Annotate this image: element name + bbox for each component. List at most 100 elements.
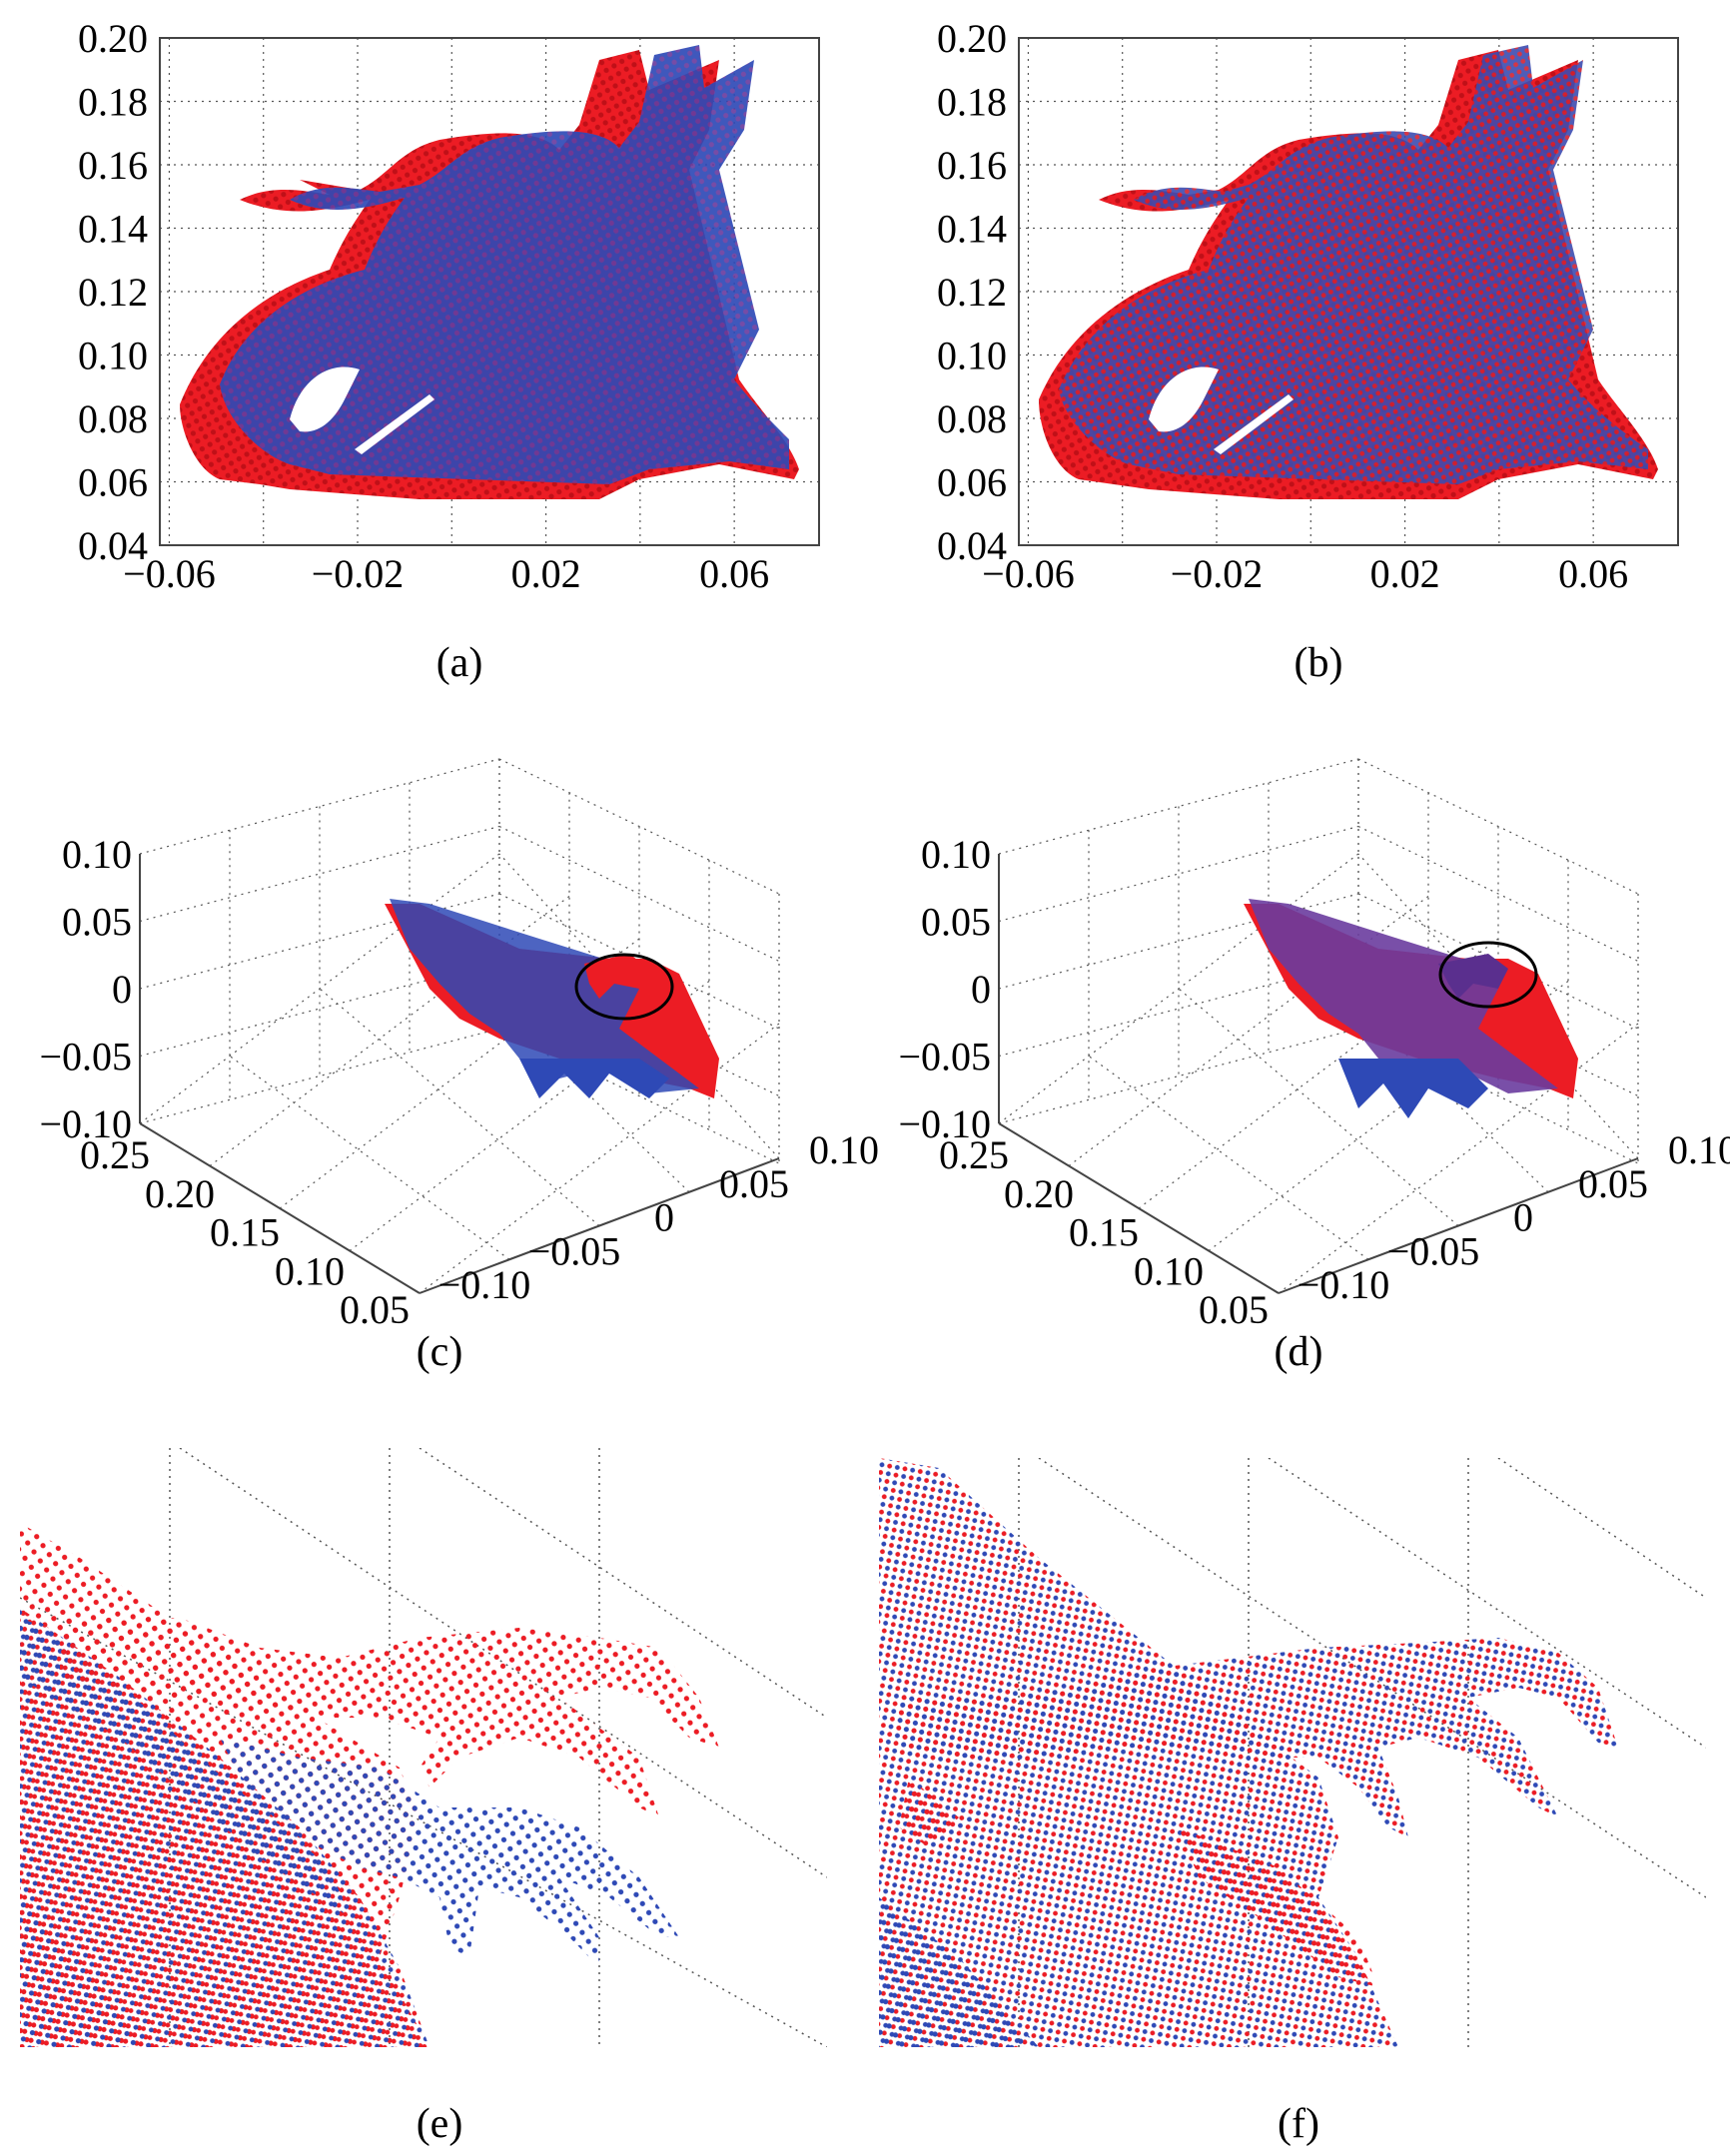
panel-a-slit — [355, 394, 434, 454]
z-tick-label: 0 — [112, 967, 132, 1012]
panel-c-series-blue — [390, 899, 699, 1093]
panel-b-point-cloud — [1039, 45, 1658, 499]
panel-e-series-blue-band — [20, 1618, 350, 1917]
panel-a-xticks: −0.06 −0.02 0.02 0.06 — [123, 551, 769, 596]
grid-line-floor — [319, 988, 600, 1226]
right-axis-tick-label: 0 — [1513, 1195, 1533, 1240]
right-axis-tick-label: −0.05 — [528, 1228, 621, 1273]
y-tick-label: 0.08 — [937, 396, 1007, 441]
panel-b-hole — [1149, 366, 1219, 432]
panel-e-point-cloud — [20, 1523, 719, 2047]
y-tick-label: 0.18 — [78, 80, 148, 125]
panel-d-series-blue — [1249, 899, 1558, 1093]
panel-b-caption: (b) — [1295, 640, 1343, 686]
panel-a-point-cloud — [180, 45, 799, 499]
panel-e-series-red-tail — [20, 1897, 150, 2047]
grid-line-floor — [1208, 981, 1569, 1251]
panel-f-series-red-band — [1179, 1827, 1378, 1987]
panel-f-point-cloud — [879, 1458, 1618, 2047]
y-tick-label: 0.18 — [937, 80, 1007, 125]
panel-d-series-blue-legs — [1338, 1059, 1488, 1118]
z-tick-label: 0.05 — [921, 900, 991, 945]
z-tick-label: −0.10 — [39, 1101, 132, 1146]
panel-e-series-blue-claw — [220, 1738, 679, 1967]
grid-line-floor — [409, 921, 690, 1193]
x-tick-label: −0.02 — [1171, 551, 1264, 596]
axis-right — [1278, 1157, 1639, 1294]
panel-d-point-cloud — [1244, 899, 1578, 1118]
y-tick-label: 0.20 — [78, 16, 148, 61]
y-tick-label: 0.10 — [78, 334, 148, 378]
z-tick-label: 0.10 — [921, 832, 991, 877]
grid-line-wall — [1357, 825, 1639, 963]
grid-line-wall — [1357, 758, 1639, 895]
left-axis-tick-label: 0.10 — [1134, 1248, 1204, 1293]
grid-line-floor — [1278, 1023, 1639, 1294]
left-axis-tick-label: 0.10 — [275, 1248, 345, 1293]
panel-a-caption: (a) — [436, 640, 483, 686]
panel-d: 0.100.050−0.05−0.10 0.250.200.150.100.05… — [898, 758, 1730, 1375]
panel-a-series-blue — [220, 45, 789, 484]
y-tick-label: 0.14 — [78, 207, 148, 252]
grid-line-floor — [1068, 896, 1429, 1166]
panel-d-zticks: 0.10 0.05 0 −0.05 −0.10 — [898, 832, 991, 1146]
z-tick-label: 0 — [971, 967, 991, 1012]
right-axis-tick-label: −0.10 — [1298, 1262, 1390, 1307]
grid-line-floor — [419, 1023, 780, 1294]
panel-c-right-axis-ticks: −0.10−0.05 0 0.05 0.10 — [438, 1127, 879, 1307]
x-tick-label: 0.02 — [1370, 551, 1440, 596]
panel-b-axes-box — [1018, 37, 1679, 546]
right-axis-tick-label: 0 — [654, 1195, 674, 1240]
panel-d-claw — [1438, 954, 1508, 999]
panel-b-yticks: 0.04 0.06 0.08 0.10 0.12 0.14 0.16 0.18 0.20 — [937, 16, 1007, 568]
panel-d-caption: (d) — [1275, 1329, 1323, 1375]
y-tick-label: 0.16 — [937, 143, 1007, 188]
right-axis-tick-label: −0.05 — [1387, 1228, 1480, 1273]
grid-line-wall — [498, 825, 780, 963]
x-tick-label: −0.06 — [982, 551, 1075, 596]
grid-line-wall — [498, 758, 780, 895]
z-tick-label: 0.10 — [62, 832, 132, 877]
x-tick-label: 0.06 — [699, 551, 769, 596]
grid-line-floor — [1088, 1056, 1369, 1260]
left-axis-tick-label: 0.20 — [145, 1171, 215, 1216]
left-axis-tick-label: 0.15 — [210, 1210, 280, 1255]
grid-line-wall — [1357, 1028, 1639, 1164]
x-tick-label: −0.02 — [312, 551, 405, 596]
right-axis-tick-label: 0.10 — [809, 1127, 879, 1172]
panel-b-slit — [1214, 394, 1294, 454]
grid-line-floor — [998, 853, 1359, 1124]
panel-b: 0.04 0.06 0.08 0.10 0.12 0.14 0.16 0.18 0.20 −0.… — [937, 16, 1679, 686]
panel-f-series-red-bits — [899, 1778, 959, 1847]
axis-left — [139, 1122, 421, 1294]
panel-e: (e) — [20, 1448, 827, 2147]
panel-e-caption: (e) — [417, 2101, 463, 2147]
z-tick-label: −0.05 — [39, 1035, 132, 1079]
left-axis-tick-label: 0.15 — [1069, 1210, 1139, 1255]
y-tick-label: 0.04 — [937, 523, 1007, 568]
panel-c-series-red-claw — [584, 954, 649, 999]
y-tick-label: 0.06 — [78, 460, 148, 505]
grid-line-floor — [1268, 921, 1549, 1193]
grid-line-floor — [229, 1056, 510, 1260]
grid-line-floor — [1178, 988, 1459, 1226]
panel-a-hole — [290, 366, 360, 432]
z-tick-label: −0.10 — [898, 1101, 991, 1146]
left-axis-tick-label: 0.05 — [1199, 1287, 1269, 1332]
y-tick-label: 0.16 — [78, 143, 148, 188]
grid-line-wall — [498, 1028, 780, 1164]
left-axis-tick-label: 0.20 — [1004, 1171, 1074, 1216]
z-tick-label: −0.05 — [898, 1035, 991, 1079]
panel-c-series-blue-legs — [519, 1059, 669, 1098]
y-tick-label: 0.10 — [937, 334, 1007, 378]
y-tick-label: 0.08 — [78, 396, 148, 441]
panel-f-series-blue-lower — [879, 1897, 1039, 2047]
panel-f-caption: (f) — [1278, 2101, 1319, 2147]
panel-d-right-axis-ticks: −0.10−0.05 0 0.05 0.10 — [1298, 1127, 1730, 1307]
panel-c-zticks: 0.10 0.05 0 −0.05 −0.10 — [39, 832, 132, 1146]
left-axis-tick-label: 0.25 — [939, 1132, 1009, 1177]
grid-line-wall — [998, 825, 1359, 923]
y-tick-label: 0.06 — [937, 460, 1007, 505]
panel-b-xticks: −0.06 −0.02 0.02 0.06 — [982, 551, 1628, 596]
grid-line-floor — [279, 938, 640, 1209]
